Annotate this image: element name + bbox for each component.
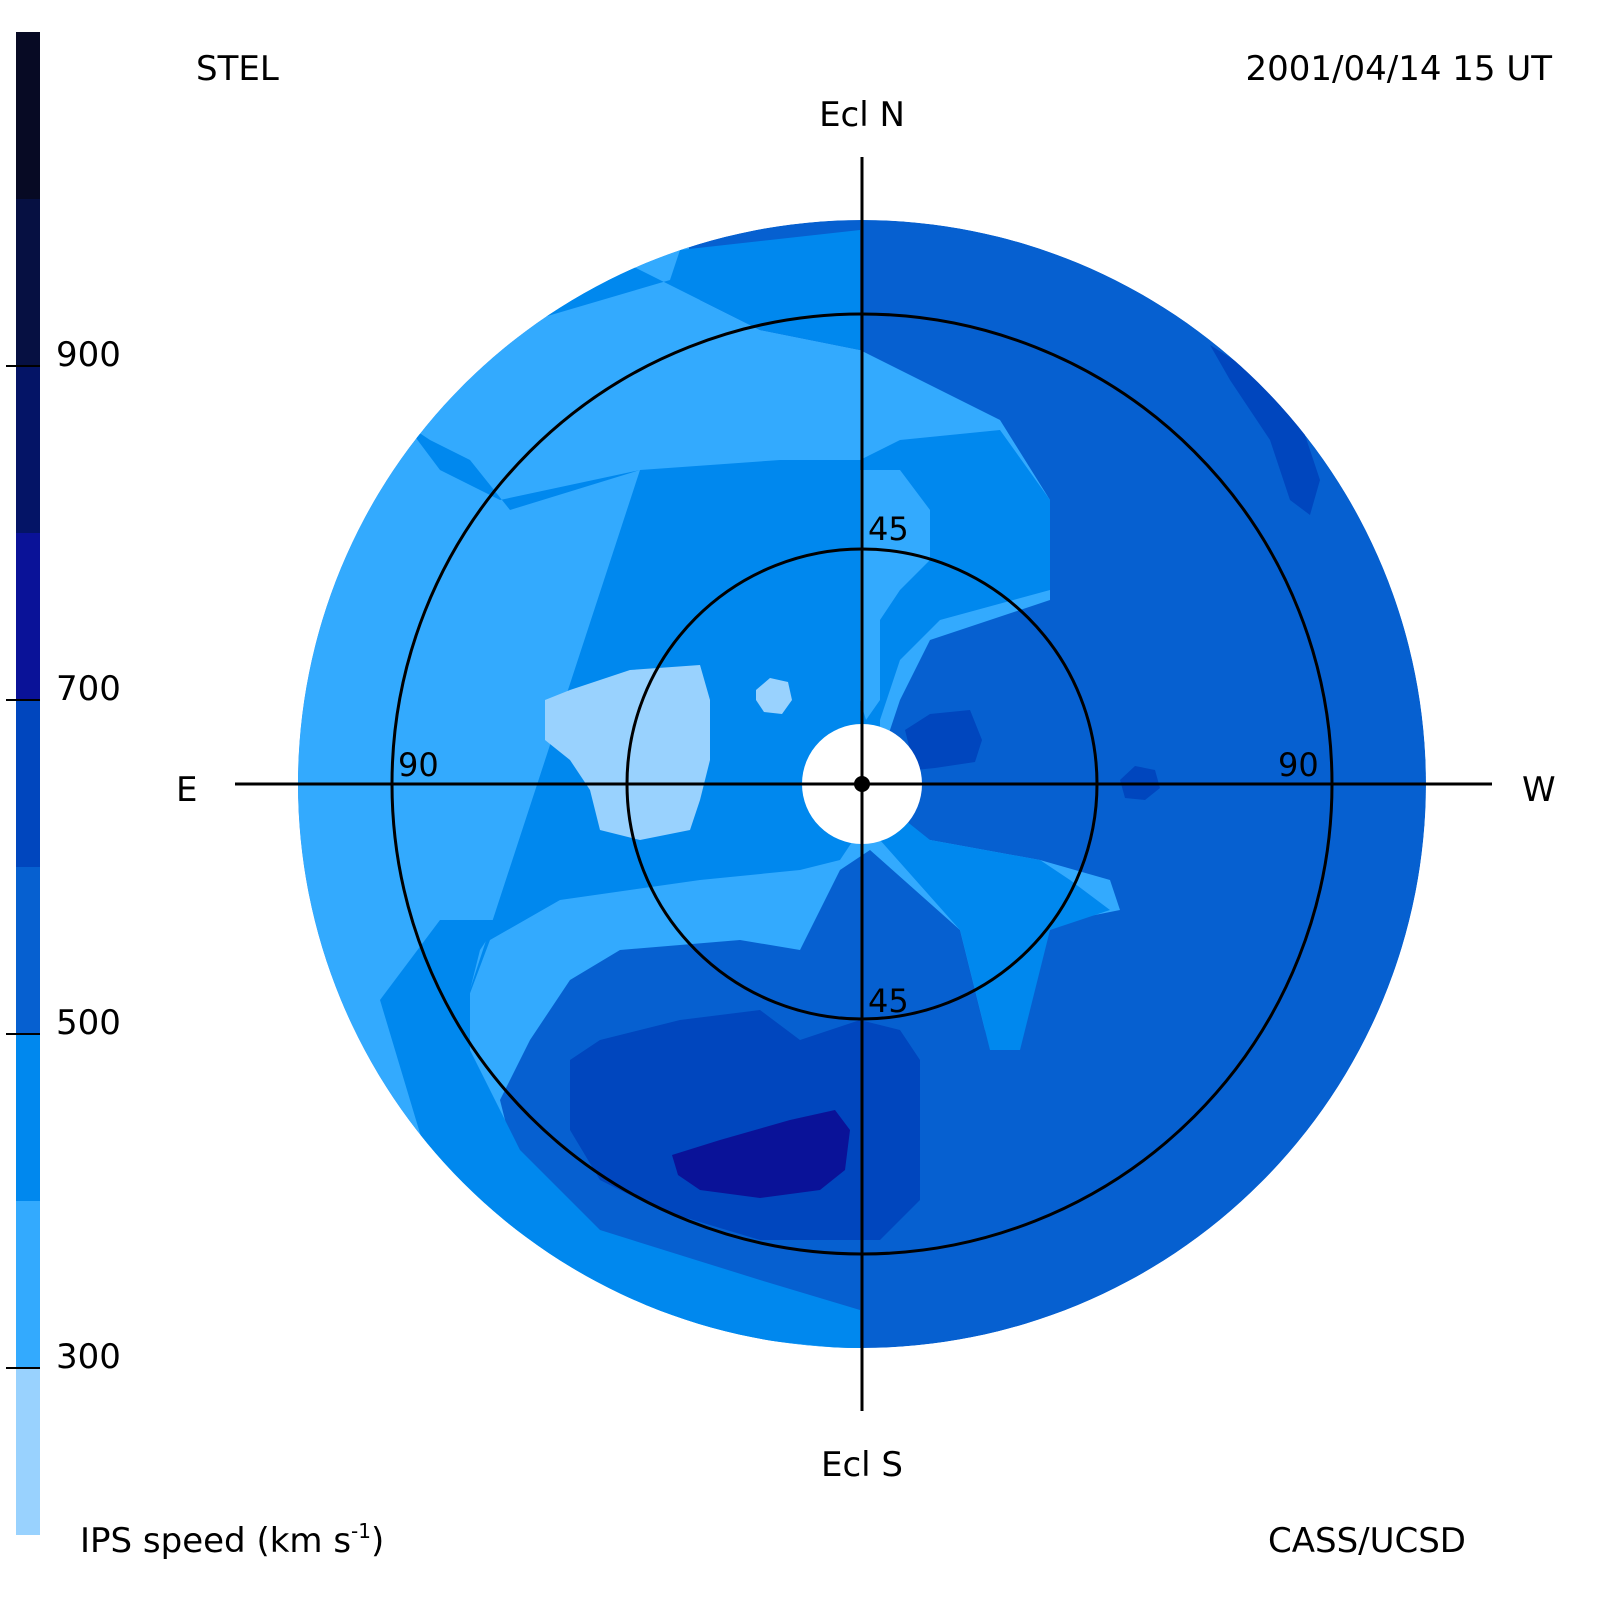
colorbar-band-300 <box>16 1201 40 1368</box>
colorbar-title-end: ) <box>371 1521 384 1561</box>
ring-label-90-west: 90 <box>1278 746 1319 784</box>
colorbar-band-700 <box>16 533 40 700</box>
colorbar-band-600 <box>16 700 40 867</box>
colorbar-title-sup: -1 <box>351 1519 371 1543</box>
region-250-east <box>545 665 710 840</box>
colorbar <box>16 32 40 1535</box>
colorbar-tick-label-700: 700 <box>56 669 121 709</box>
direction-south: Ecl S <box>821 1445 903 1485</box>
ring-label-45-top: 45 <box>868 510 909 548</box>
credit-label: CASS/UCSD <box>1268 1521 1466 1561</box>
colorbar-band-800 <box>16 366 40 533</box>
region-450-south <box>400 230 1110 1050</box>
ring-label-90-east: 90 <box>398 746 439 784</box>
colorbar-title-main: IPS speed (km s <box>80 1521 351 1561</box>
colorbar-band-500 <box>16 867 40 1034</box>
direction-east: E <box>176 770 197 810</box>
region-650-ne <box>1210 345 1320 515</box>
colorbar-tick-label-300: 300 <box>56 1337 121 1377</box>
region-650-center <box>905 710 982 770</box>
region-750-south <box>672 1110 850 1198</box>
colorbar-band-200 <box>16 1368 40 1535</box>
direction-north: Ecl N <box>819 95 905 135</box>
colorbar-tick-label-900: 900 <box>56 335 121 375</box>
colorbar-band-900 <box>16 199 40 366</box>
region-650-south <box>570 1010 920 1240</box>
colorbar-band-400 <box>16 1034 40 1201</box>
datetime-label: 2001/04/14 15 UT <box>1246 49 1553 89</box>
colorbar-tick-label-500: 500 <box>56 1003 121 1043</box>
region-350-strip-north <box>860 470 930 720</box>
direction-west: W <box>1522 770 1556 810</box>
colorbar-band-1000 <box>16 32 40 199</box>
colorbar-title: IPS speed (km s-1) <box>80 1519 384 1561</box>
observatory-label: STEL <box>196 49 279 89</box>
colorbar-ticks: 900 700 500 300 <box>6 335 121 1377</box>
ring-label-45-bottom: 45 <box>868 982 909 1020</box>
region-250-small <box>756 678 792 714</box>
